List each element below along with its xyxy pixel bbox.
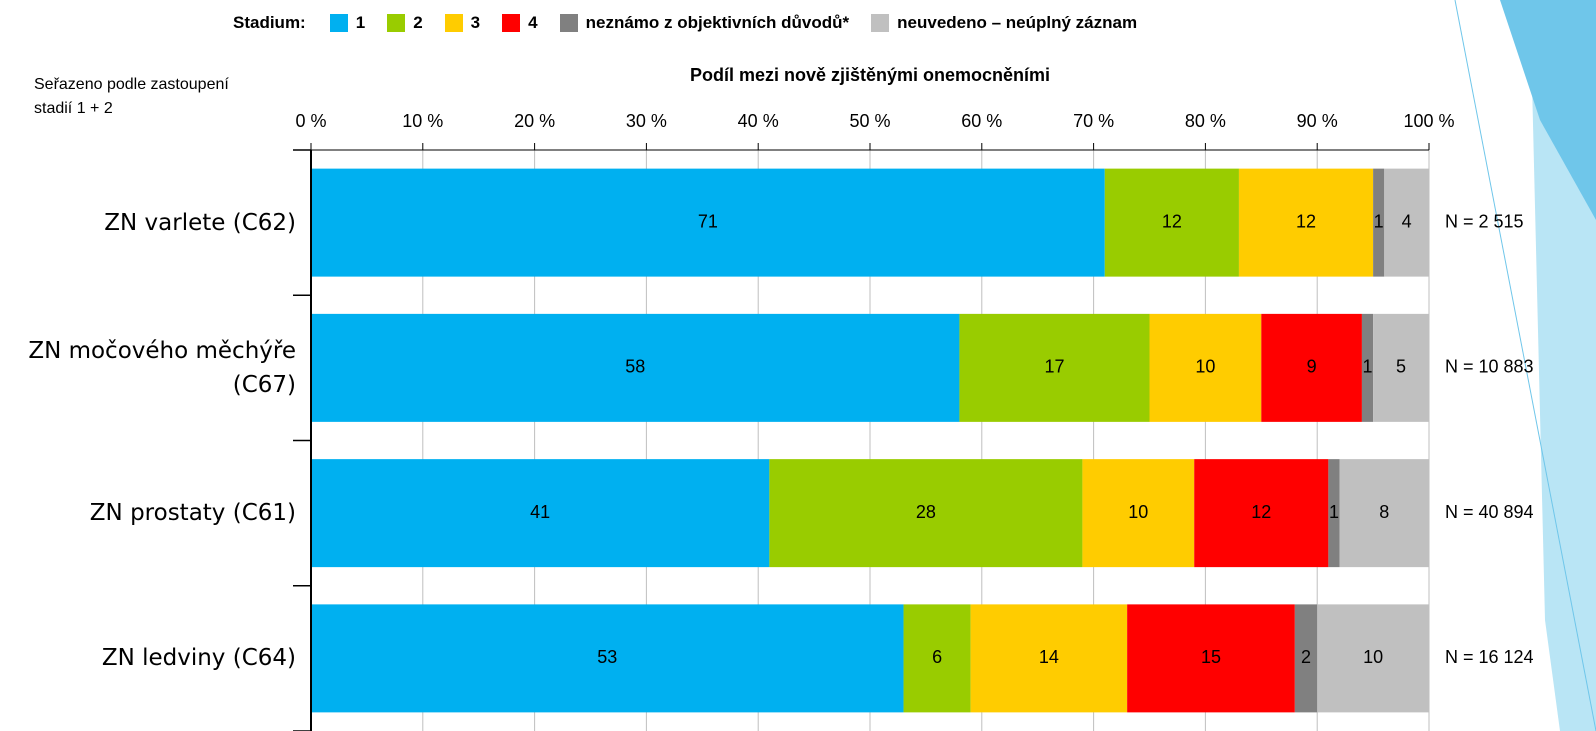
legend-label: 4 [528,13,537,33]
n-label: N = 10 883 [1445,357,1534,377]
n-label: N = 40 894 [1445,502,1534,522]
data-label: 53 [597,647,617,667]
data-label: 8 [1379,502,1389,522]
data-label: 12 [1162,211,1182,231]
note: Seřazeno podle zastoupení stadií 1 + 2 [34,73,264,121]
category-label: ZN močového měchýře (C67) [0,314,296,422]
data-label: 14 [1039,647,1059,667]
data-label: 28 [916,502,936,522]
legend-label: 1 [356,13,365,33]
x-tick-label: 80 % [1185,111,1226,131]
data-label: 71 [698,211,718,231]
legend-swatch [330,14,348,32]
legend-swatch [560,14,578,32]
legend-label: 3 [471,13,480,33]
x-tick-label: 90 % [1297,111,1338,131]
data-label: 6 [932,647,942,667]
data-label: 5 [1396,357,1406,377]
x-tick-label: 40 % [738,111,779,131]
category-label: ZN prostaty (C61) [0,459,296,567]
x-axis-title: Podíl mezi nově zjištěnými onemocněními [690,65,1050,85]
x-tick-label: 60 % [961,111,1002,131]
legend-swatch [502,14,520,32]
x-tick-label: 20 % [514,111,555,131]
data-label: 12 [1251,502,1271,522]
legend-item: 4 [502,13,537,33]
legend-item: neuvedeno – neúplný záznam [871,13,1137,33]
x-tick-label: 30 % [626,111,667,131]
n-label: N = 16 124 [1445,647,1534,667]
legend-swatch [871,14,889,32]
data-label: 17 [1044,357,1064,377]
data-label: 1 [1363,357,1373,377]
data-label: 41 [530,502,550,522]
legend-label: neuvedeno – neúplný záznam [897,13,1137,33]
data-label: 15 [1201,647,1221,667]
data-label: 10 [1195,357,1215,377]
data-label: 10 [1363,647,1383,667]
x-tick-label: 0 % [295,111,326,131]
data-label: 1 [1374,211,1384,231]
legend-item: 1 [330,13,365,33]
x-tick-label: 70 % [1073,111,1114,131]
data-label: 1 [1329,502,1339,522]
data-label: 10 [1128,502,1148,522]
data-label: 58 [625,357,645,377]
category-label: ZN varlete (C62) [0,169,296,277]
legend-label: neznámo z objektivních důvodů* [586,13,850,33]
x-tick-label: 50 % [849,111,890,131]
x-tick-label: 100 % [1403,111,1454,131]
chart: Podíl mezi nově zjištěnými onemocněními … [0,0,1596,731]
data-label: 9 [1307,357,1317,377]
legend-item: neznámo z objektivních důvodů* [560,13,850,33]
n-label: N = 2 515 [1445,211,1524,231]
data-label: 12 [1296,211,1316,231]
legend-swatch [387,14,405,32]
legend-title: Stadium: [233,13,306,33]
legend-item: 2 [387,13,422,33]
legend-label: 2 [413,13,422,33]
legend-swatch [445,14,463,32]
legend: Stadium: 1 2 3 4 neznámo z objektivních důvo… [233,13,1159,33]
legend-item: 3 [445,13,480,33]
category-label: ZN ledviny (C64) [0,604,296,712]
data-label: 4 [1402,211,1412,231]
x-tick-label: 10 % [402,111,443,131]
data-label: 2 [1301,647,1311,667]
